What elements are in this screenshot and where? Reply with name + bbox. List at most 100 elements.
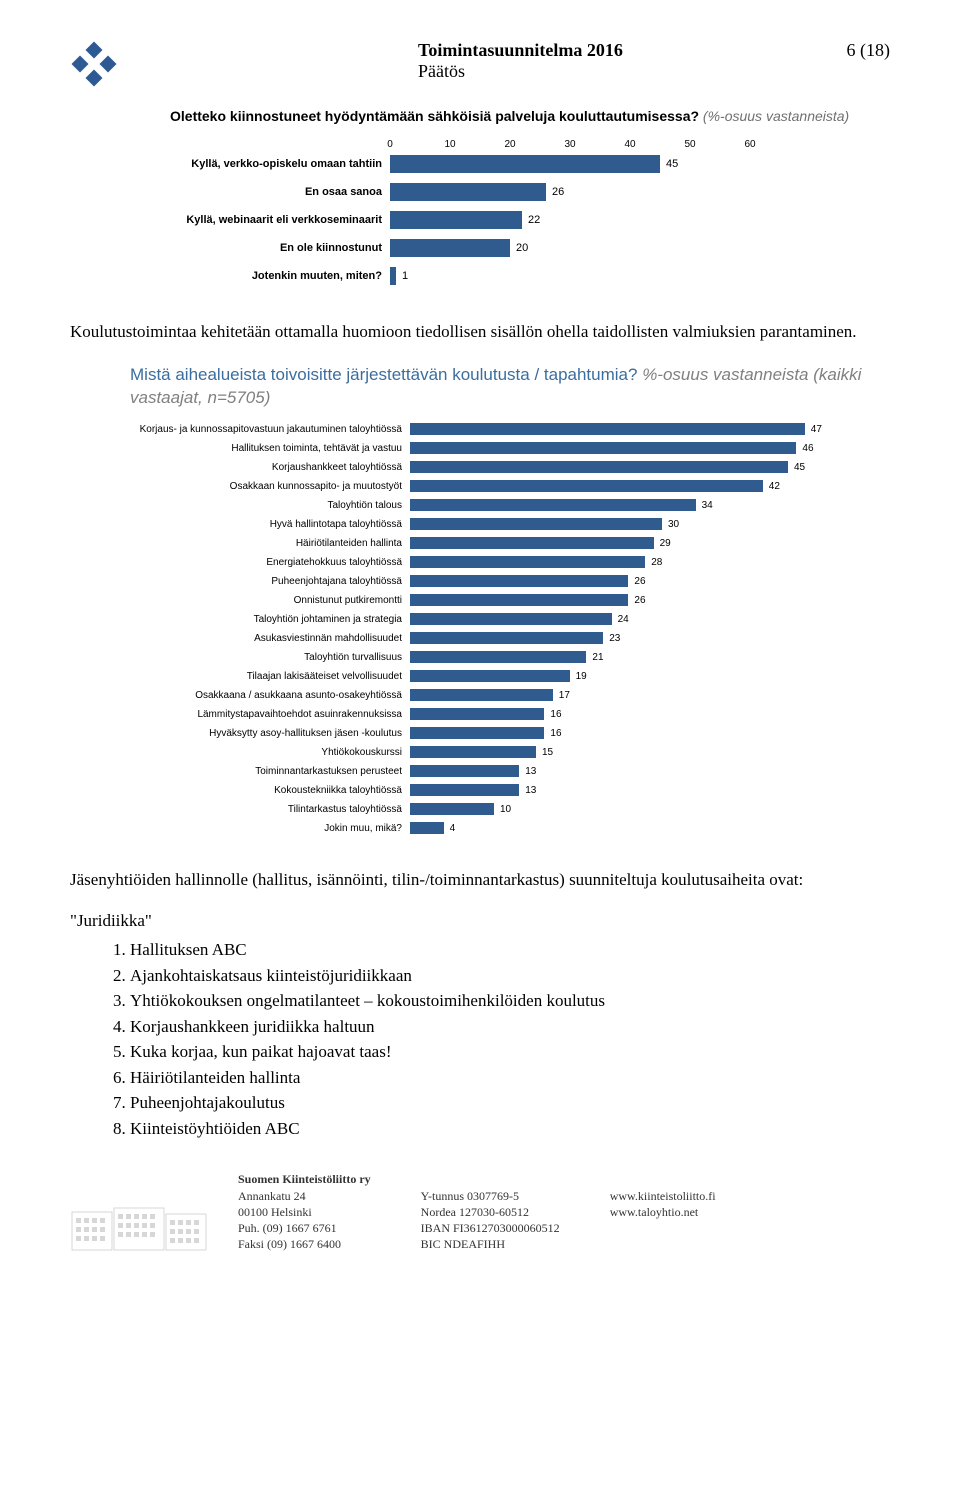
bar bbox=[410, 594, 628, 606]
chart2-row: Hyväksytty asoy-hallituksen jäsen -koulu… bbox=[130, 724, 890, 743]
bar bbox=[410, 803, 494, 815]
bar bbox=[410, 670, 570, 682]
bar-value: 23 bbox=[609, 633, 620, 644]
chart1-title: Oletteko kiinnostuneet hyödyntämään sähk… bbox=[170, 108, 699, 124]
bar-label: Häiriötilanteiden hallinta bbox=[130, 538, 410, 549]
axis-tick: 20 bbox=[504, 139, 515, 150]
chart2-row: Kokoustekniikka taloyhtiössä 13 bbox=[130, 781, 890, 800]
chart1-row: En osaa sanoa26 bbox=[170, 178, 890, 206]
chart2-row: Osakkaan kunnossapito- ja muutostyöt 42 bbox=[130, 477, 890, 496]
bar-label: Lämmitystapavaihtoehdot asuinrakennuksis… bbox=[130, 709, 410, 720]
chart2-row: Onnistunut putkiremontti26 bbox=[130, 591, 890, 610]
doc-title: Toimintasuunnitelma 2016 bbox=[418, 40, 623, 60]
chart1-row: Jotenkin muuten, miten?1 bbox=[170, 262, 890, 290]
bar-label: Tilintarkastus taloyhtiössä bbox=[130, 804, 410, 815]
bar-label: Hyvä hallintotapa taloyhtiössä bbox=[130, 519, 410, 530]
bar bbox=[390, 183, 546, 201]
chart2-row: Taloyhtiön johtaminen ja strategia24 bbox=[130, 610, 890, 629]
bar-value: 21 bbox=[592, 652, 603, 663]
axis-tick: 10 bbox=[444, 139, 455, 150]
bar-label: Jotenkin muuten, miten? bbox=[170, 270, 390, 282]
bar-label: Toiminnantarkastuksen perusteet bbox=[130, 766, 410, 777]
bar bbox=[390, 155, 660, 173]
bar bbox=[410, 727, 544, 739]
bar-label: Puheenjohtajana taloyhtiössä bbox=[130, 576, 410, 587]
bar-value: 16 bbox=[550, 728, 561, 739]
bar-label: Tilaajan lakisääteiset velvollisuudet bbox=[130, 671, 410, 682]
bar bbox=[390, 211, 522, 229]
footer-col-1: Suomen Kiinteistöliitto ry Annankatu 24 … bbox=[238, 1171, 371, 1252]
chart2-row: Toiminnantarkastuksen perusteet 13 bbox=[130, 762, 890, 781]
bar bbox=[410, 651, 586, 663]
bar-label: Kyllä, webinaarit eli verkkoseminaarit bbox=[170, 214, 390, 226]
chart2-row: Tilintarkastus taloyhtiössä 10 bbox=[130, 800, 890, 819]
bar-label: Yhtiökokouskurssi bbox=[130, 747, 410, 758]
bar-label: Kokoustekniikka taloyhtiössä bbox=[130, 785, 410, 796]
list-item: Kuka korjaa, kun paikat hajoavat taas! bbox=[130, 1039, 890, 1065]
list-item: Kiinteistöyhtiöiden ABC bbox=[130, 1116, 890, 1142]
paragraph-1: Koulutustoimintaa kehitetään ottamalla h… bbox=[70, 320, 890, 344]
chart2-row: Energiatehokkuus taloyhtiössä28 bbox=[130, 553, 890, 572]
chart2-row: Tilaajan lakisääteiset velvollisuudet19 bbox=[130, 667, 890, 686]
bar-label: Kyllä, verkko-opiskelu omaan tahtiin bbox=[170, 158, 390, 170]
bar bbox=[410, 632, 603, 644]
bar-label: Hyväksytty asoy-hallituksen jäsen -koulu… bbox=[130, 728, 410, 739]
bar-value: 46 bbox=[802, 443, 813, 454]
list-item: Häiriötilanteiden hallinta bbox=[130, 1065, 890, 1091]
logo-icon bbox=[70, 40, 118, 88]
chart2-row: Taloyhtiön turvallisuus 21 bbox=[130, 648, 890, 667]
chart2-row: Korjaus- ja kunnossapitovastuun jakautum… bbox=[130, 420, 890, 439]
chart1-row: En ole kiinnostunut 20 bbox=[170, 234, 890, 262]
bar-label: En ole kiinnostunut bbox=[170, 242, 390, 254]
bar-value: 17 bbox=[559, 690, 570, 701]
list-item: Yhtiökokouksen ongelmatilanteet – kokous… bbox=[130, 988, 890, 1014]
chart2-row: Hyvä hallintotapa taloyhtiössä30 bbox=[130, 515, 890, 534]
chart2-row: Osakkaana / asukkaana asunto-osakeyhtiös… bbox=[130, 686, 890, 705]
bar-value: 42 bbox=[769, 481, 780, 492]
bar-value: 28 bbox=[651, 557, 662, 568]
chart2-row: Taloyhtiön talous34 bbox=[130, 496, 890, 515]
chart-2: Mistä aihealueista toivoisitte järjestet… bbox=[130, 364, 890, 838]
chart1-subtitle: (%-osuus vastanneista) bbox=[703, 108, 849, 124]
bar-value: 26 bbox=[552, 186, 564, 198]
paragraph-2: Jäsenyhtiöiden hallinnolle (hallitus, is… bbox=[70, 868, 890, 892]
bar-value: 26 bbox=[634, 576, 645, 587]
bar-label: Osakkaan kunnossapito- ja muutostyöt bbox=[130, 481, 410, 492]
bar bbox=[410, 499, 696, 511]
bar-value: 15 bbox=[542, 747, 553, 758]
list-heading: "Juridiikka" bbox=[70, 911, 890, 931]
chart2-row: Lämmitystapavaihtoehdot asuinrakennuksis… bbox=[130, 705, 890, 724]
bar-value: 4 bbox=[450, 823, 456, 834]
bar bbox=[410, 784, 519, 796]
bar-label: Asukasviestinnän mahdollisuudet bbox=[130, 633, 410, 644]
bar bbox=[410, 575, 628, 587]
bar-value: 16 bbox=[550, 709, 561, 720]
chart1-row: Kyllä, verkko-opiskelu omaan tahtiin45 bbox=[170, 150, 890, 178]
bar bbox=[410, 822, 444, 834]
bar-value: 13 bbox=[525, 785, 536, 796]
bar bbox=[410, 480, 763, 492]
axis-tick: 0 bbox=[387, 139, 393, 150]
axis-tick: 40 bbox=[624, 139, 635, 150]
bar bbox=[410, 461, 788, 473]
footer-col-3: www.kiinteistoliitto.fi www.taloyhtio.ne… bbox=[610, 1171, 716, 1252]
bar-label: Korjaushankkeet taloyhtiössä bbox=[130, 462, 410, 473]
bar-value: 47 bbox=[811, 424, 822, 435]
bar bbox=[410, 746, 536, 758]
building-icon bbox=[70, 1202, 210, 1252]
bar-value: 20 bbox=[516, 242, 528, 254]
list-item: Korjaushankkeen juridiikka haltuun bbox=[130, 1014, 890, 1040]
bar-value: 26 bbox=[634, 595, 645, 606]
chart2-row: Asukasviestinnän mahdollisuudet 23 bbox=[130, 629, 890, 648]
bar-value: 13 bbox=[525, 766, 536, 777]
chart1-row: Kyllä, webinaarit eli verkkoseminaarit22 bbox=[170, 206, 890, 234]
bar-label: Taloyhtiön turvallisuus bbox=[130, 652, 410, 663]
bar bbox=[410, 689, 553, 701]
list-item: Hallituksen ABC bbox=[130, 937, 890, 963]
bar-value: 29 bbox=[660, 538, 671, 549]
bar-value: 10 bbox=[500, 804, 511, 815]
bar bbox=[410, 423, 805, 435]
bar-value: 24 bbox=[618, 614, 629, 625]
footer-col-2: Y-tunnus 0307769-5 Nordea 127030-60512 I… bbox=[421, 1171, 560, 1252]
footer: Suomen Kiinteistöliitto ry Annankatu 24 … bbox=[70, 1171, 890, 1252]
